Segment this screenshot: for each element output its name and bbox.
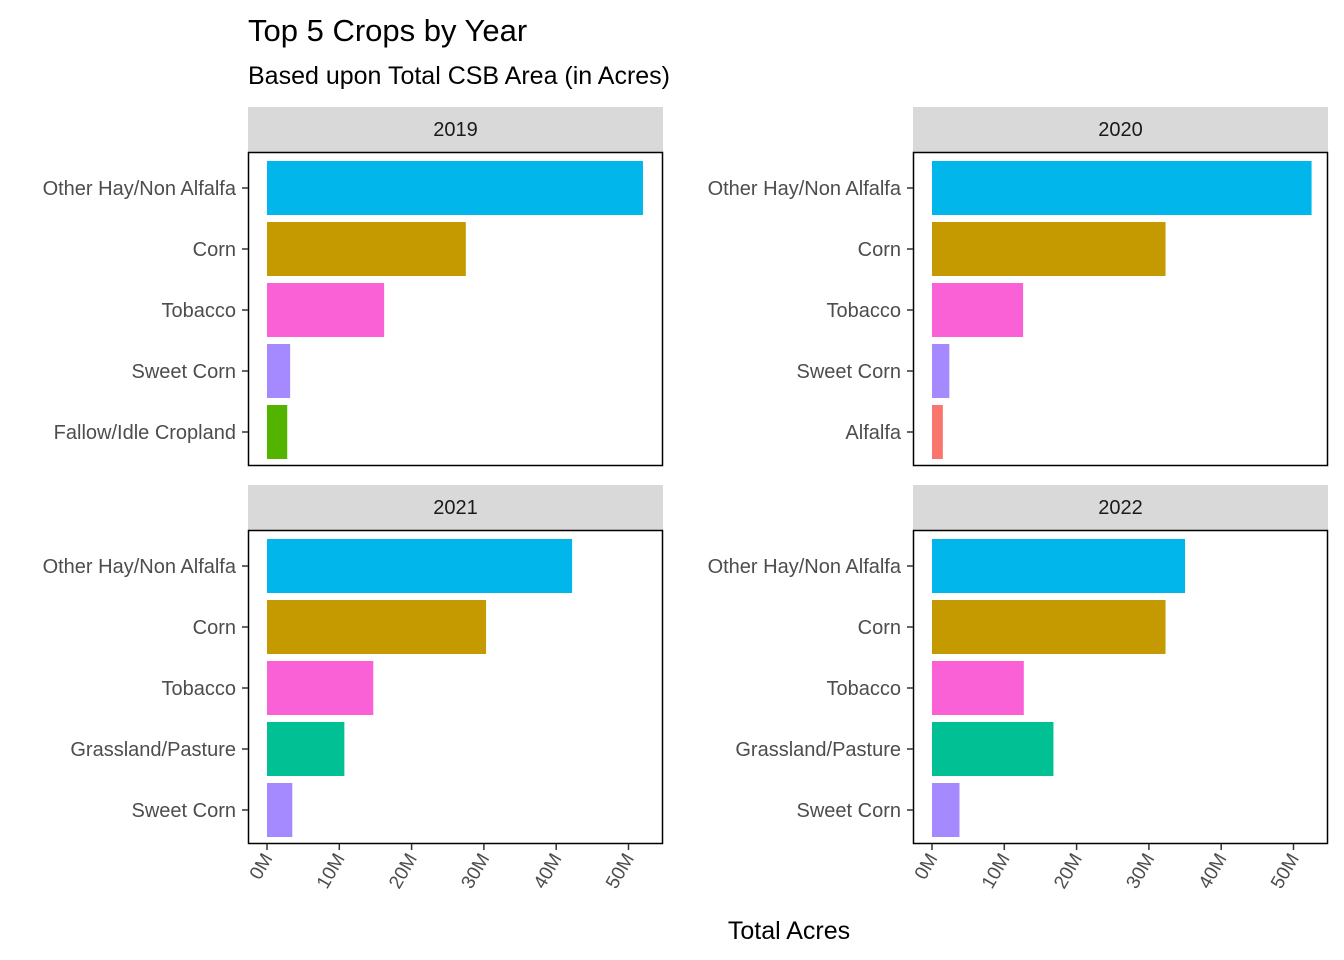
category-label: Sweet Corn [797,800,902,822]
bar [932,283,1024,337]
facet-strip-label: 2020 [1098,119,1143,141]
bar [932,161,1312,215]
x-tick-label: 10M [313,850,350,893]
x-tick-label: 30M [458,850,495,893]
category-label: Other Hay/Non Alfalfa [708,178,902,200]
category-label: Corn [193,239,236,261]
bar [932,600,1166,654]
category-label: Sweet Corn [797,361,902,383]
bar [932,783,960,837]
category-label: Grassland/Pasture [735,739,901,761]
bar [932,722,1054,776]
x-tick-label: 50M [1267,850,1304,893]
bar [267,161,643,215]
facet-strip-label: 2021 [433,497,478,519]
bar [932,661,1024,715]
facet-strip-label: 2022 [1098,497,1143,519]
category-label: Alfalfa [845,422,901,444]
x-tick-label: 0M [911,850,942,883]
bar [932,539,1186,593]
category-label: Grassland/Pasture [70,739,236,761]
bar [267,661,374,715]
bar [932,344,950,398]
category-label: Other Hay/Non Alfalfa [708,556,902,578]
bar [267,539,573,593]
bar [267,344,291,398]
bar [267,283,385,337]
x-tick-label: 20M [1050,850,1087,893]
x-tick-label: 40M [1195,850,1232,893]
category-label: Fallow/Idle Cropland [54,422,236,444]
chart-title: Top 5 Crops by Year [248,13,527,48]
category-label: Sweet Corn [132,361,237,383]
facet-strip [248,485,663,530]
bar [267,783,293,837]
x-tick-label: 20M [385,850,422,893]
category-label: Tobacco [827,678,902,700]
facet-panel-2021: 2021 Other Hay/Non Alfalfa Corn Tobacco Gras… [43,485,664,893]
x-axis-title: Total Acres [728,917,850,945]
facet-panel-2020: 2020 Other Hay/Non Alfalfa Corn Tobacco Swee… [708,107,1329,467]
chart-subtitle: Based upon Total CSB Area (in Acres) [248,62,670,90]
bar [267,600,487,654]
bar [267,722,345,776]
category-label: Sweet Corn [132,800,237,822]
bar [932,405,943,459]
x-tick-label: 30M [1123,850,1160,893]
x-tick-label: 40M [530,850,567,893]
category-label: Tobacco [162,300,237,322]
facet-strip [913,107,1328,152]
facet-panel-2019: 2019 Other Hay/Non Alfalfa Corn Tobacco Swee… [43,107,664,467]
facet-strip [248,107,663,152]
facet-panel-2022: 2022 Other Hay/Non Alfalfa Corn Tobacco Gras… [708,485,1329,893]
x-tick-label: 0M [246,850,277,883]
category-label: Tobacco [827,300,902,322]
category-label: Corn [858,617,901,639]
category-label: Corn [858,239,901,261]
category-label: Other Hay/Non Alfalfa [43,556,237,578]
x-tick-label: 10M [978,850,1015,893]
category-label: Corn [193,617,236,639]
facet-strip [913,485,1328,530]
x-tick-label: 50M [602,850,639,893]
bar [932,222,1166,276]
facet-panels: 2019 Other Hay/Non Alfalfa Corn Tobacco Swee… [43,107,1329,893]
facet-strip-label: 2019 [433,119,478,141]
category-label: Other Hay/Non Alfalfa [43,178,237,200]
bar [267,222,466,276]
bar [267,405,288,459]
category-label: Tobacco [162,678,237,700]
